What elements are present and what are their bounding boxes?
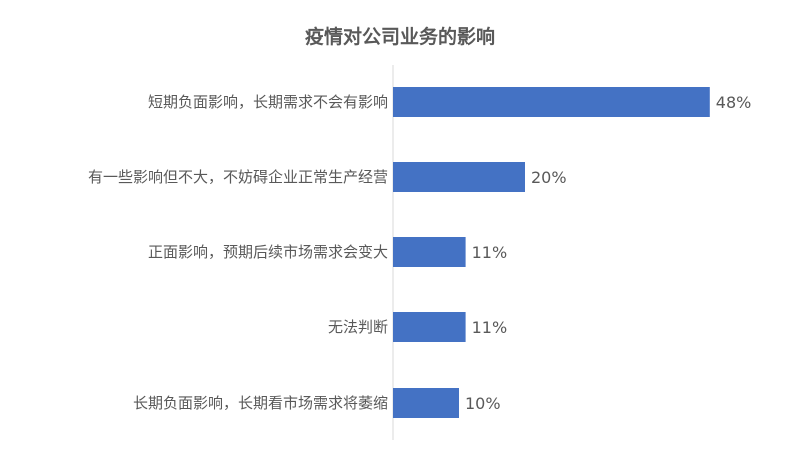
bar-1 <box>393 87 710 117</box>
category-label: 有一些影响但不大，不妨碍企业正常生产经营 <box>88 168 388 186</box>
data-label: 10% <box>465 394 501 413</box>
category-label: 无法判断 <box>328 318 388 336</box>
data-label: 11% <box>472 318 508 337</box>
bar-5 <box>393 388 459 418</box>
category-label: 长期负面影响，长期看市场需求将萎缩 <box>133 394 388 412</box>
data-label: 48% <box>716 93 752 112</box>
bar-4 <box>393 312 466 342</box>
data-label: 20% <box>531 168 567 187</box>
category-label: 正面影响，预期后续市场需求会变大 <box>148 243 388 261</box>
data-label: 11% <box>472 243 508 262</box>
category-label: 短期负面影响，长期需求不会有影响 <box>148 93 388 111</box>
chart-title: 疫情对公司业务的影响 <box>305 25 495 48</box>
bar-3 <box>393 237 466 267</box>
bar-2 <box>393 162 525 192</box>
